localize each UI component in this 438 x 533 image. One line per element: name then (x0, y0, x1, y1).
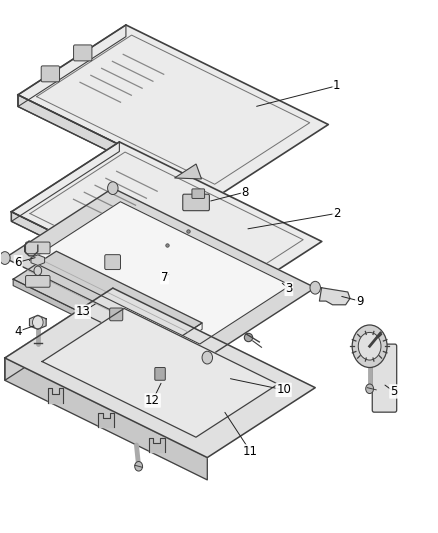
Text: 7: 7 (161, 271, 168, 284)
Polygon shape (11, 212, 214, 321)
Circle shape (358, 333, 381, 360)
Polygon shape (98, 413, 114, 427)
Polygon shape (174, 164, 201, 179)
Polygon shape (11, 142, 120, 221)
Polygon shape (18, 25, 126, 107)
Text: 13: 13 (75, 305, 90, 318)
Polygon shape (11, 212, 214, 321)
FancyBboxPatch shape (74, 45, 92, 61)
FancyBboxPatch shape (192, 189, 205, 198)
Circle shape (352, 325, 387, 368)
Polygon shape (319, 288, 350, 305)
Circle shape (310, 281, 321, 294)
FancyBboxPatch shape (110, 308, 123, 321)
Polygon shape (18, 95, 220, 206)
Polygon shape (5, 288, 315, 457)
Circle shape (32, 316, 43, 329)
Text: 10: 10 (276, 383, 291, 397)
Polygon shape (18, 95, 220, 206)
Polygon shape (159, 323, 202, 357)
Polygon shape (5, 358, 207, 480)
Circle shape (366, 384, 374, 393)
Polygon shape (30, 201, 290, 344)
Text: 6: 6 (14, 256, 22, 269)
Circle shape (135, 462, 142, 471)
Text: 8: 8 (241, 185, 249, 199)
FancyBboxPatch shape (25, 276, 50, 287)
Circle shape (202, 351, 212, 364)
Polygon shape (18, 25, 328, 195)
FancyBboxPatch shape (183, 194, 209, 211)
Polygon shape (5, 188, 315, 358)
Text: 3: 3 (285, 282, 293, 295)
FancyBboxPatch shape (105, 255, 120, 270)
FancyBboxPatch shape (372, 344, 397, 412)
Polygon shape (29, 316, 46, 329)
Circle shape (0, 252, 10, 264)
FancyBboxPatch shape (41, 66, 60, 82)
Polygon shape (13, 251, 202, 351)
Text: 1: 1 (333, 79, 341, 92)
Polygon shape (42, 309, 278, 437)
Text: 12: 12 (145, 394, 160, 407)
Polygon shape (13, 279, 159, 357)
FancyBboxPatch shape (155, 368, 165, 380)
Polygon shape (48, 388, 64, 402)
FancyBboxPatch shape (25, 242, 50, 254)
Circle shape (34, 266, 42, 276)
Polygon shape (11, 142, 322, 311)
Text: 5: 5 (390, 385, 397, 398)
Text: 11: 11 (243, 445, 258, 458)
Text: 2: 2 (333, 207, 341, 220)
Circle shape (108, 182, 118, 195)
Polygon shape (5, 288, 113, 381)
Polygon shape (31, 255, 45, 265)
Text: 9: 9 (356, 295, 364, 308)
Text: 4: 4 (14, 325, 22, 338)
Polygon shape (149, 438, 165, 453)
